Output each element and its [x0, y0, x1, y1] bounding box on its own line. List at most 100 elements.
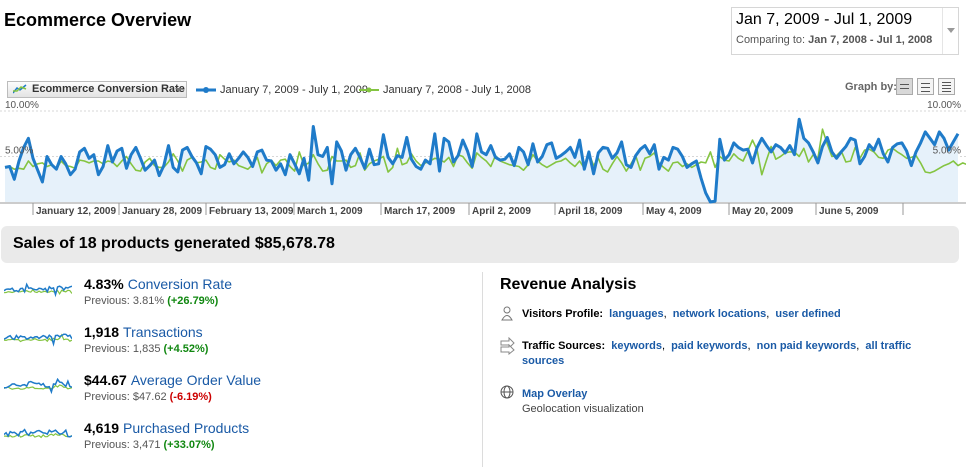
- link-languages[interactable]: languages: [609, 308, 664, 320]
- metric-row: $44.67 Average Order Value Previous: $47.6…: [0, 372, 470, 412]
- metric-row: 4.83% Conversion Rate Previous: 3.81% (+26…: [0, 276, 470, 316]
- compare-range: Jan 7, 2008 - Jul 1, 2008: [808, 34, 933, 46]
- previous-value: $47.62: [132, 391, 167, 403]
- metric-value: 1,918 Transactions: [84, 324, 203, 340]
- map-overlay-description: Geolocation visualization: [522, 403, 644, 415]
- previous-label: Previous:: [84, 439, 130, 451]
- conversion-rate-chart: 10.00% 10.00%5.00% 5.00% January 12, 2009 J…: [0, 100, 966, 217]
- y-tick-label-left: 10.00%: [5, 100, 39, 111]
- metric-row: 4,619 Purchased Products Previous: 3,471 (…: [0, 420, 470, 460]
- legend-label: January 7, 2008 - July 1, 2008: [383, 84, 531, 96]
- sparkline-line: [4, 378, 72, 395]
- link-all-traffic-sources[interactable]: all traffic sources: [522, 340, 912, 367]
- legend-swatch-icon: [359, 87, 379, 93]
- graph-by-label: Graph by:: [845, 81, 897, 93]
- previous-value: 1,835: [132, 343, 161, 355]
- globe-icon: [500, 385, 514, 399]
- line-chart-icon: [13, 84, 27, 94]
- chart-lines: [4, 117, 966, 204]
- sales-summary: Sales of 18 products generated $85,678.7…: [1, 226, 959, 263]
- y-axis-labels: 10.00% 10.00% 5.00% 5.00%: [5, 100, 961, 157]
- day-icon[interactable]: [896, 78, 913, 95]
- y-tick-label-right: 10.00%: [927, 100, 961, 111]
- previous-label: Previous:: [84, 391, 130, 403]
- x-tick-label: May 20, 2009: [732, 206, 794, 217]
- chevron-down-icon: [175, 88, 183, 92]
- month-icon[interactable]: [938, 78, 955, 95]
- divider: [482, 272, 483, 467]
- metric-previous: Previous: 3,471 (+33.07%): [84, 439, 215, 451]
- link-map-overlay[interactable]: Map Overlay: [522, 388, 588, 400]
- metric-value: 4,619 Purchased Products: [84, 420, 249, 436]
- metric-number: 1,918: [84, 324, 120, 340]
- y-tick-label-right: 5.00%: [933, 146, 961, 157]
- x-tick-label: January 12, 2009: [36, 206, 116, 217]
- series-previous-line: [4, 128, 966, 176]
- y-tick-label-left: 5.00%: [5, 146, 33, 157]
- previous-value: 3,471: [132, 439, 161, 451]
- arrows-icon: [500, 337, 515, 355]
- sparkline: [4, 282, 72, 298]
- previous-value: 3.81%: [132, 295, 165, 307]
- link-user-defined[interactable]: user defined: [775, 308, 841, 320]
- x-tick-label: June 5, 2009: [819, 206, 879, 217]
- legend-item-current: January 7, 2009 - July 1, 2009: [196, 84, 368, 96]
- link-network-locations[interactable]: network locations: [672, 308, 767, 320]
- traffic-sources-label: Traffic Sources:: [522, 340, 606, 352]
- metric-previous: Previous: 3.81% (+26.79%): [84, 295, 218, 307]
- change-percent: (-6.19%): [169, 391, 212, 403]
- sparkline-line: [4, 333, 72, 347]
- link-paid-keywords[interactable]: paid keywords: [671, 340, 748, 352]
- visitors-profile-label: Visitors Profile:: [522, 308, 604, 320]
- sparkline: [4, 428, 72, 439]
- page-title: Ecommerce Overview: [4, 10, 192, 30]
- metric-number: 4.83%: [84, 276, 124, 292]
- x-tick-label: February 13, 2009: [209, 206, 294, 217]
- x-tick-label: April 2, 2009: [472, 206, 531, 217]
- x-axis-labels: January 12, 2009 January 28, 2009 February…: [32, 203, 904, 217]
- sparkline-line: [4, 384, 72, 390]
- chevron-down-icon[interactable]: [942, 8, 958, 54]
- compare-label: Comparing to:: [736, 34, 806, 46]
- x-tick-label: April 18, 2009: [558, 206, 623, 217]
- sparkline-line: [4, 282, 72, 298]
- date-range-compare: Comparing to: Jan 7, 2008 - Jul 1, 2008: [736, 34, 932, 46]
- link-keywords[interactable]: keywords: [611, 340, 662, 352]
- change-percent: (+26.79%): [167, 295, 219, 307]
- previous-label: Previous:: [84, 343, 130, 355]
- change-percent: (+33.07%): [163, 439, 215, 451]
- revenue-analysis-title: Revenue Analysis: [500, 276, 637, 293]
- link-non-paid-keywords[interactable]: non paid keywords: [756, 340, 857, 352]
- legend-swatch-icon: [196, 87, 216, 94]
- metric-number: $44.67: [84, 372, 127, 388]
- x-tick-label: May 4, 2009: [646, 206, 702, 217]
- metric-value: 4.83% Conversion Rate: [84, 276, 232, 292]
- metric-link[interactable]: Average Order Value: [130, 372, 262, 388]
- date-range-main: Jan 7, 2009 - Jul 1, 2009: [736, 11, 913, 28]
- sparkline: [4, 378, 72, 395]
- legend-label: January 7, 2009 - July 1, 2009: [220, 84, 368, 96]
- metric-select[interactable]: Ecommerce Conversion Rate: [7, 81, 187, 98]
- previous-label: Previous:: [84, 295, 130, 307]
- metric-select-value: Ecommerce Conversion Rate: [32, 83, 185, 95]
- sparkline-line: [4, 428, 72, 438]
- date-range-picker[interactable]: Jan 7, 2009 - Jul 1, 2009 Comparing to: …: [731, 7, 959, 55]
- series-current-line: [4, 117, 960, 204]
- metric-previous: Previous: 1,835 (+4.52%): [84, 343, 208, 355]
- legend-item-previous: January 7, 2008 - July 1, 2008: [359, 84, 531, 96]
- metric-value: $44.67 Average Order Value: [84, 372, 261, 388]
- sparkline: [4, 333, 72, 347]
- metric-link[interactable]: Conversion Rate: [127, 276, 232, 292]
- metric-row: 1,918 Transactions Previous: 1,835 (+4.52%…: [0, 324, 470, 364]
- person-icon: [501, 306, 513, 321]
- sales-summary-text: Sales of 18 products generated $85,678.7…: [13, 235, 335, 252]
- metric-previous: Previous: $47.62 (-6.19%): [84, 391, 212, 403]
- change-percent: (+4.52%): [163, 343, 209, 355]
- x-tick-label: January 28, 2009: [122, 206, 202, 217]
- x-tick-label: March 17, 2009: [384, 206, 456, 217]
- metric-link[interactable]: Purchased Products: [123, 420, 250, 436]
- week-icon[interactable]: [917, 78, 934, 95]
- metric-link[interactable]: Transactions: [123, 324, 203, 340]
- metric-number: 4,619: [84, 420, 120, 436]
- x-tick-label: March 1, 2009: [297, 206, 363, 217]
